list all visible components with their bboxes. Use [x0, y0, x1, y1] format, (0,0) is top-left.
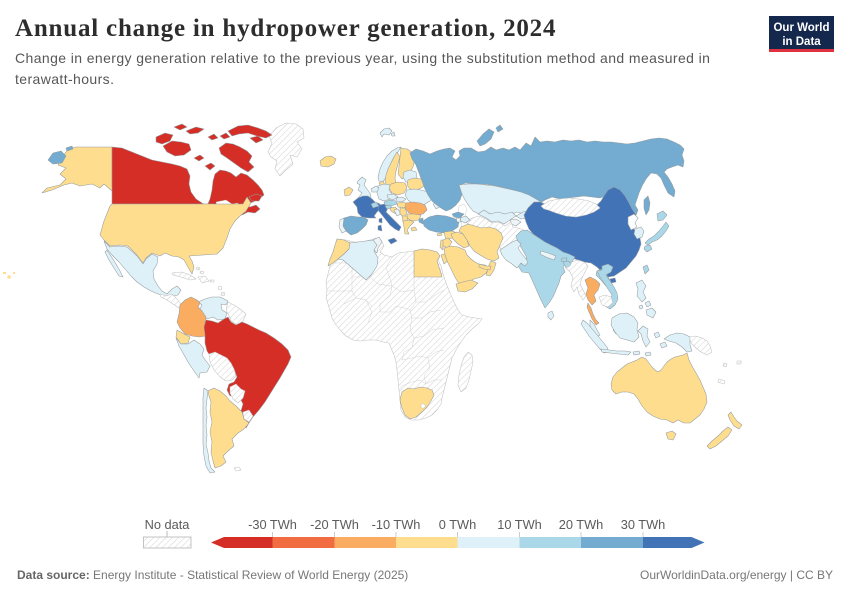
svg-text:-10 TWh: -10 TWh: [372, 517, 421, 532]
svg-text:-20 TWh: -20 TWh: [310, 517, 359, 532]
svg-text:No data: No data: [145, 517, 191, 532]
svg-text:0 TWh: 0 TWh: [439, 517, 476, 532]
svg-text:-30 TWh: -30 TWh: [248, 517, 297, 532]
svg-text:30 TWh: 30 TWh: [621, 517, 666, 532]
svg-text:20 TWh: 20 TWh: [559, 517, 604, 532]
svg-text:10 TWh: 10 TWh: [497, 517, 542, 532]
